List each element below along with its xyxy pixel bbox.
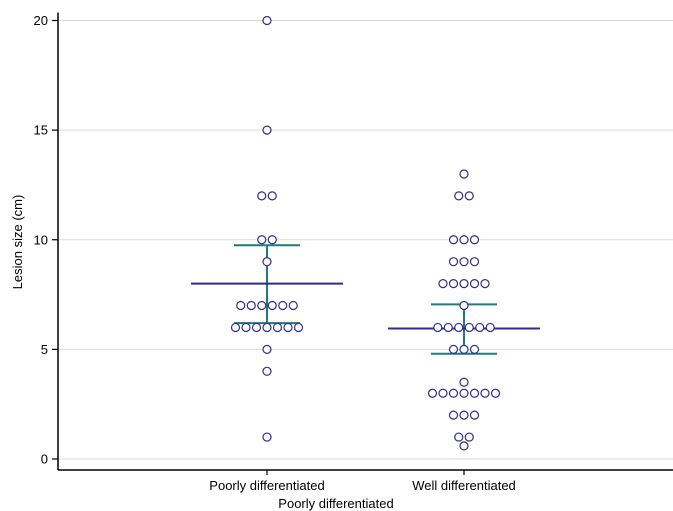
data-point xyxy=(288,300,298,311)
data-point xyxy=(469,235,480,245)
data-point xyxy=(241,322,251,333)
data-point xyxy=(262,432,272,442)
data-point xyxy=(469,344,480,354)
data-point xyxy=(438,279,448,289)
data-point xyxy=(469,388,480,398)
data-point xyxy=(230,322,241,333)
data-point xyxy=(262,366,272,376)
data-point xyxy=(448,410,459,420)
data-point xyxy=(262,257,272,267)
y-tick-label: 15 xyxy=(34,123,48,138)
data-point xyxy=(459,300,469,311)
data-point xyxy=(459,410,469,420)
data-point xyxy=(459,279,469,289)
y-tick-label: 10 xyxy=(34,232,48,247)
data-point xyxy=(459,169,469,179)
data-point xyxy=(262,125,272,135)
data-point xyxy=(459,257,469,267)
data-point xyxy=(469,279,480,289)
data-point xyxy=(448,235,459,245)
data-point xyxy=(272,322,283,333)
data-point xyxy=(480,279,490,289)
data-point xyxy=(293,322,304,333)
data-point xyxy=(459,235,469,245)
data-point xyxy=(438,388,448,398)
data-point xyxy=(267,191,277,201)
y-tick-label: 20 xyxy=(34,13,48,28)
data-point xyxy=(262,344,272,354)
data-point xyxy=(427,388,438,398)
data-point xyxy=(464,432,474,442)
data-point xyxy=(459,441,469,451)
data-point xyxy=(448,257,459,267)
data-point xyxy=(454,191,464,201)
x-tick-label: Well differentiated xyxy=(412,478,516,493)
data-point xyxy=(262,322,272,333)
data-point xyxy=(236,300,246,311)
data-point xyxy=(480,388,490,398)
data-point xyxy=(459,344,469,354)
x-axis: Poorly differentiated Well differentiated xyxy=(58,469,673,493)
data-point xyxy=(251,322,262,333)
y-axis: 0 5 10 15 20 xyxy=(34,12,59,470)
data-point xyxy=(490,388,501,398)
data-point xyxy=(469,410,480,420)
data-point xyxy=(262,15,272,26)
y-tick-label: 0 xyxy=(41,452,48,467)
data-point xyxy=(464,191,474,201)
data-point xyxy=(257,191,267,201)
data-point xyxy=(459,377,469,387)
data-point xyxy=(267,300,277,311)
data-point xyxy=(448,279,459,289)
data-point xyxy=(257,235,267,245)
grid-lines xyxy=(58,20,673,460)
data-point xyxy=(448,388,459,398)
data-point xyxy=(464,322,474,333)
data-point xyxy=(267,235,277,245)
data-point xyxy=(443,322,453,333)
data-point xyxy=(433,322,443,333)
data-point xyxy=(485,322,495,333)
data-point xyxy=(278,300,288,311)
data-point xyxy=(448,344,459,354)
y-tick-label: 5 xyxy=(41,342,48,357)
data-point xyxy=(257,300,267,311)
data-point xyxy=(454,432,464,442)
data-point xyxy=(283,322,293,333)
data-point xyxy=(246,300,256,311)
data-point xyxy=(459,388,469,398)
data-point xyxy=(475,322,485,333)
data-point xyxy=(469,257,480,267)
y-axis-label: Lesion size (cm) xyxy=(10,195,25,290)
x-tick-label: Poorly differentiated xyxy=(209,478,324,493)
plot-area xyxy=(191,15,540,451)
data-point xyxy=(454,322,464,333)
x-axis-label: Poorly differentiated xyxy=(278,496,393,511)
